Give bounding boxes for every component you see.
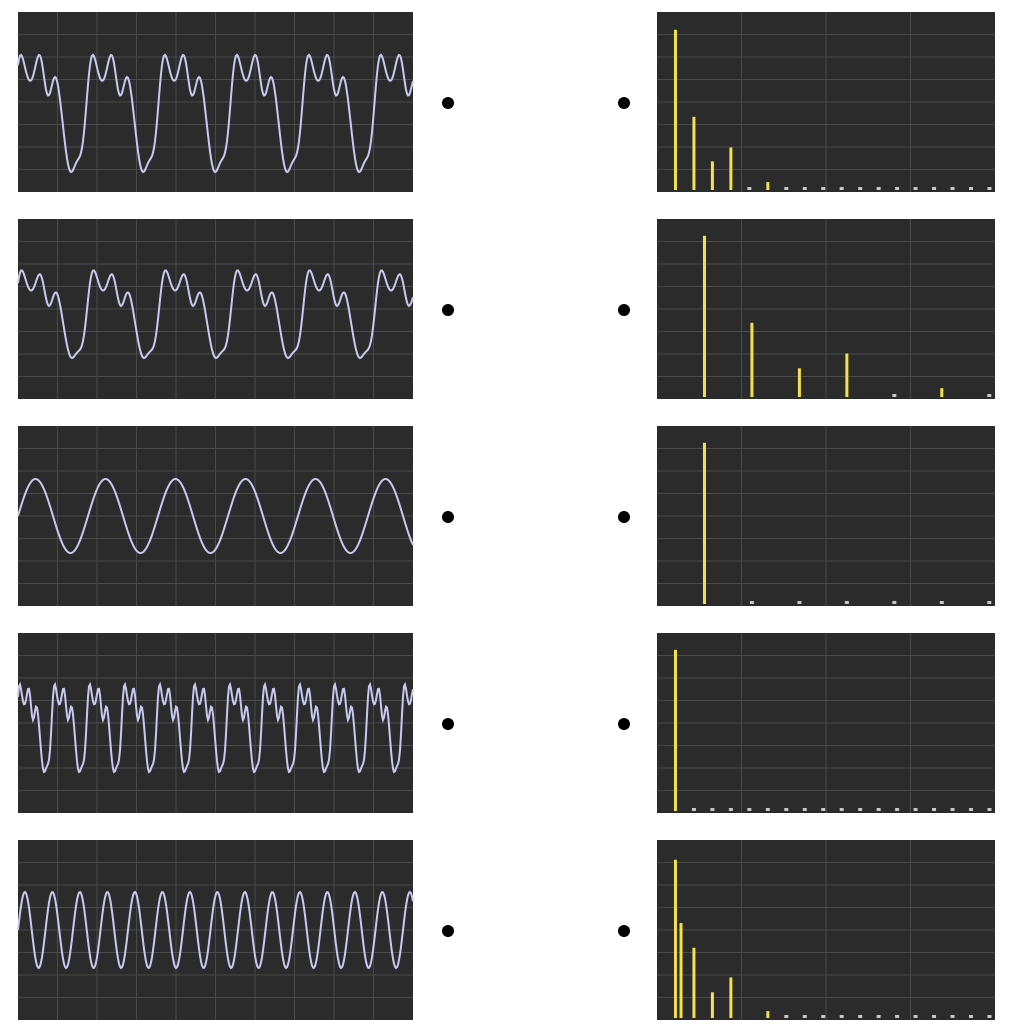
bar [839,187,844,190]
bar [728,808,733,811]
bar [784,187,789,190]
bar [766,1011,770,1018]
bar [858,808,863,811]
bar [892,394,897,397]
bar [729,147,733,190]
bar [821,1015,826,1018]
bar [932,1015,937,1018]
waveform [17,269,414,360]
waveform [17,53,414,174]
bar [802,1015,807,1018]
bar [895,1015,900,1018]
match-dot [618,718,630,730]
bar [784,808,789,811]
bar [858,187,863,190]
bar [845,353,849,397]
match-dot [618,97,630,109]
bar [673,649,677,811]
bar [729,977,733,1018]
bar [876,187,881,190]
match-dot [442,718,454,730]
bar [692,116,696,190]
waveform [17,478,414,554]
bar [702,442,706,604]
bar [939,601,944,604]
bar [673,29,677,190]
bar [940,388,944,397]
bar [968,808,973,811]
bar [968,187,973,190]
bar [802,187,807,190]
bar [710,808,715,811]
bar [784,1015,789,1018]
bar [750,322,754,397]
bar [679,923,683,1018]
bar [702,235,706,397]
bar [797,601,802,604]
bar [895,808,900,811]
bar [968,1015,973,1018]
match-dot [442,304,454,316]
bar [765,808,770,811]
match-dot [442,97,454,109]
bar [749,601,754,604]
bar [950,1015,955,1018]
bar [839,1015,844,1018]
match-dot [618,511,630,523]
bar [691,808,696,811]
bar [913,808,918,811]
match-dot [618,304,630,316]
bar [987,601,992,604]
bar [844,601,849,604]
bar [987,187,992,190]
bar [987,394,992,397]
bar [913,187,918,190]
bar [747,808,752,811]
bar [932,187,937,190]
bar [913,1015,918,1018]
bar [710,161,714,190]
bar [766,182,770,190]
bar [821,187,826,190]
bar [950,808,955,811]
match-dot [618,925,630,937]
bar [839,808,844,811]
bar [950,187,955,190]
bar [710,992,714,1018]
match-dot [442,925,454,937]
bar [692,947,696,1018]
bar [797,368,801,397]
bar [987,808,992,811]
bar [876,808,881,811]
bar [932,808,937,811]
bar [858,1015,863,1018]
bar [895,187,900,190]
bar [821,808,826,811]
bar [892,601,897,604]
bar [747,187,752,190]
waveform [17,890,414,970]
bar [876,1015,881,1018]
match-dot [442,511,454,523]
bar [987,1015,992,1018]
waveform [17,681,414,774]
bar [673,859,677,1018]
bar [802,808,807,811]
